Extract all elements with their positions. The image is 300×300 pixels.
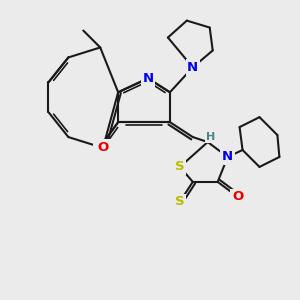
Text: N: N — [142, 72, 154, 85]
Text: H: H — [206, 132, 215, 142]
Text: O: O — [98, 140, 109, 154]
Text: N: N — [222, 151, 233, 164]
Text: S: S — [175, 195, 185, 208]
Text: N: N — [95, 140, 106, 154]
Text: S: S — [175, 160, 185, 173]
Text: O: O — [232, 190, 243, 203]
Text: N: N — [187, 61, 198, 74]
